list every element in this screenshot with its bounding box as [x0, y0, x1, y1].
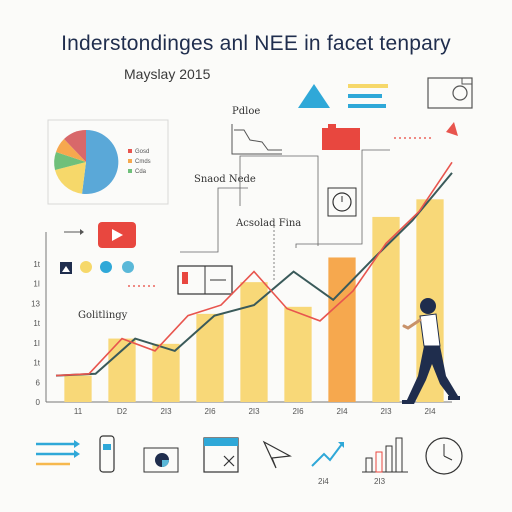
- image-frame-icon: [427, 77, 473, 109]
- x-tick-label: 2I6: [204, 407, 216, 416]
- youtube-play-icon[interactable]: [98, 222, 136, 248]
- bar: [328, 257, 356, 402]
- bar: [240, 282, 268, 402]
- trend-arrowhead: [446, 122, 458, 136]
- y-tick-label: 1I: [33, 280, 40, 289]
- phone-icon: [99, 435, 115, 473]
- x-tick-label: D2: [117, 407, 128, 416]
- connector-line: [180, 187, 248, 253]
- x-tick-label: 11: [74, 407, 83, 416]
- bar-chart-icon: 2I3: [362, 437, 408, 486]
- connector-line: [239, 155, 319, 246]
- pie-slice-yellow: [55, 162, 86, 194]
- circle-teal-icon: [122, 261, 134, 273]
- page-subtitle: Mayslay 2015: [124, 66, 211, 82]
- y-tick-label: 6: [36, 378, 41, 387]
- pie-legend: Gosd Cmds Cda: [128, 149, 151, 175]
- series-line-red: [55, 161, 453, 377]
- walking-person-icon: [402, 298, 460, 404]
- arrow-head: [80, 229, 84, 235]
- circle-blue-icon: [100, 261, 112, 273]
- list-lines-icon: [348, 84, 388, 108]
- callout-top: Pdloe: [232, 106, 261, 117]
- red-card-icon: [322, 124, 360, 150]
- pie-chart-panel: Gosd Cmds Cda: [47, 119, 169, 205]
- pie-legend-item: Cmds: [135, 159, 151, 165]
- image-icon: [60, 262, 72, 274]
- pie-slice-orange: [56, 139, 86, 162]
- y-tick-label: 0: [36, 398, 41, 407]
- x-tick-label: 2I3: [380, 407, 392, 416]
- card-icon: [143, 447, 179, 473]
- callout-mid: Snaod Nede: [194, 174, 256, 185]
- y-tick-label: 13: [31, 299, 40, 308]
- x-tick-label: 2I3: [248, 407, 260, 416]
- bar: [64, 375, 92, 402]
- grid-box-icon: [177, 265, 233, 295]
- connector-line: [295, 149, 390, 248]
- pie-slice-red: [64, 130, 86, 162]
- triangle-icon: [298, 84, 330, 108]
- bottom-label: 2I3: [374, 477, 386, 486]
- x-tick-label: 2I4: [424, 407, 436, 416]
- pie-chart: [54, 129, 119, 194]
- circle-yellow-icon: [80, 261, 92, 273]
- arrows-right-icon: [36, 440, 80, 466]
- y-tick-label: 1I: [33, 339, 40, 348]
- x-tick-label: 2I6: [292, 407, 304, 416]
- line-series: [55, 161, 453, 377]
- pie-legend-item: Gosd: [135, 149, 149, 155]
- pie-slice-green: [54, 152, 86, 170]
- bar: [152, 343, 180, 402]
- mini-step-chart: [231, 124, 282, 155]
- page-title: Inderstondinges anl NEE in facet tenpary: [61, 32, 451, 55]
- y-tick-label: 1t: [33, 359, 40, 368]
- y-tick-label: 1t: [33, 319, 40, 328]
- bottom-label: 2i4: [318, 477, 329, 486]
- bar: [284, 306, 312, 402]
- x-tick-labels: 11 D2 2I3 2I6 2I3 2I6 2I4 2I3 2I4: [74, 407, 436, 416]
- y-tick-labels: 1t 1I 13 1t 1I 1t 6 0: [31, 260, 41, 407]
- line-up-icon: 2i4: [311, 442, 344, 486]
- y-tick-label: 1t: [33, 260, 40, 269]
- callout-left: Golitlingy: [78, 310, 128, 321]
- bar: [372, 216, 400, 402]
- paper-plane-icon: [262, 440, 292, 469]
- calendar-icon: [203, 437, 239, 473]
- x-tick-label: 2I4: [336, 407, 348, 416]
- pie-slice-blue: [82, 129, 119, 194]
- clock-icon: [327, 187, 357, 217]
- callout-annotation: Acsolad Fina: [236, 218, 302, 229]
- clock-icon: [425, 437, 463, 475]
- pie-legend-item: Cda: [135, 169, 147, 175]
- series-line-dark: [55, 172, 453, 377]
- x-tick-label: 2I3: [160, 407, 172, 416]
